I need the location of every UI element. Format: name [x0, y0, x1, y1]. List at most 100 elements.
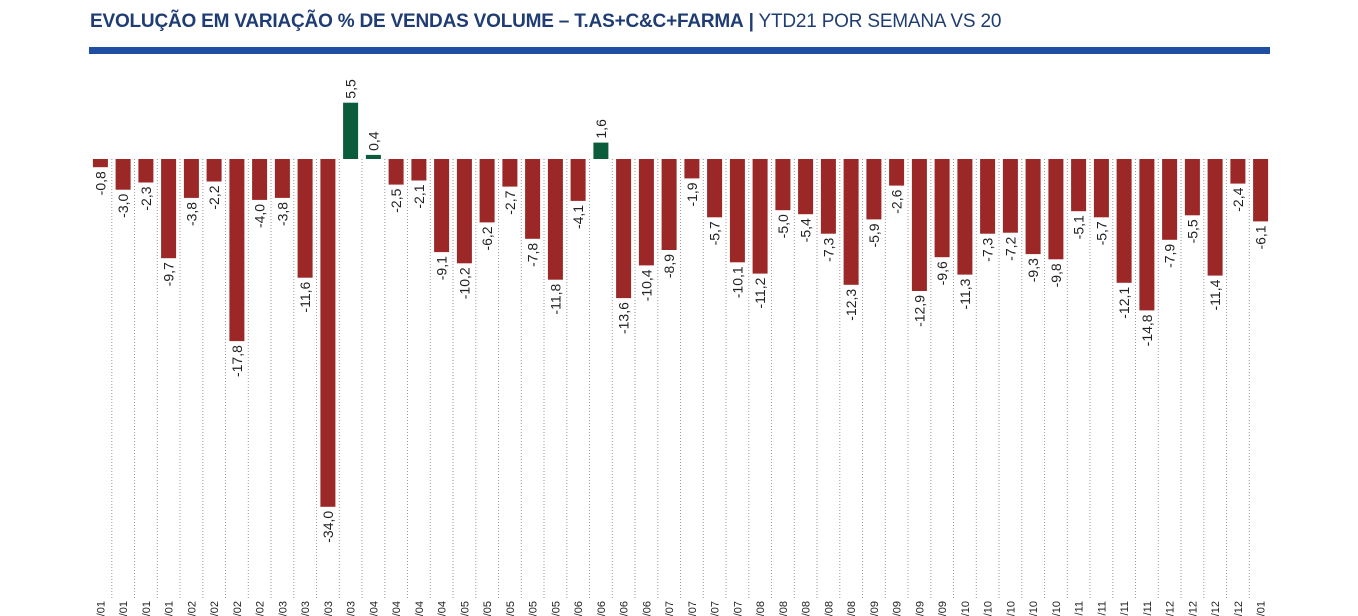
value-labels: -0,8 -3,0 -2,3 -9,7 -3,8 -2,2 -17,8 -4,0 -3,8 -11…: [92, 79, 1268, 543]
bar-13/06: [593, 142, 609, 159]
x-tick-label: 11/07: [687, 601, 699, 616]
x-tick-label: 14/11: [1096, 601, 1108, 616]
x-tick-label: 18/04: [414, 601, 426, 616]
x-tick-label: 03/10: [960, 601, 972, 616]
bar-11/07: [684, 159, 700, 179]
bar-07/03: [274, 159, 290, 198]
x-tick-label: 25/07: [732, 601, 744, 616]
x-tick-label: 08/08: [778, 601, 790, 616]
value-label: -7,3: [980, 237, 996, 261]
bar-16/05: [502, 159, 518, 187]
x-tick-label: 10/10: [983, 601, 995, 616]
x-tick-label: 12/12: [1187, 601, 1199, 616]
bar-21/03: [320, 159, 336, 507]
x-tick-label: 05/12: [1165, 601, 1177, 616]
bar-04/04: [365, 154, 381, 159]
value-label: -4,0: [252, 204, 268, 228]
x-tick-label: 27/06: [641, 601, 653, 616]
value-label: -10,4: [638, 269, 654, 301]
x-tick-label: 12/09: [892, 601, 904, 616]
x-tick-label: 24/10: [1028, 601, 1040, 616]
value-label: -9,7: [161, 262, 177, 286]
bar-05/09: [866, 159, 882, 220]
x-tick-label: 18/07: [710, 601, 722, 616]
x-tick-labels: 10/01 17/01 24/01 31/01 07/02 14/02 21/02 28/02…: [95, 601, 1267, 616]
value-label: -5,9: [866, 223, 882, 247]
value-label: -9,1: [434, 256, 450, 280]
value-label: -7,3: [820, 237, 836, 261]
x-tick-label: 11/04: [391, 601, 403, 616]
x-tick-label: 28/02: [255, 601, 267, 616]
value-label: -14,8: [1139, 314, 1155, 346]
value-label: -2,3: [138, 186, 154, 210]
bar-14/11: [1093, 159, 1109, 218]
value-label: -4,1: [570, 205, 586, 229]
bar-24/01: [138, 159, 154, 183]
bar-31/10: [1048, 159, 1064, 260]
bar-09/05: [479, 159, 495, 223]
bar-21/02: [229, 159, 245, 342]
value-label: -11,4: [1207, 279, 1223, 310]
bar-08/08: [775, 159, 791, 211]
value-label: -2,1: [411, 184, 427, 208]
x-tick-label: 16/05: [505, 601, 517, 616]
bars: [92, 102, 1269, 507]
bar-07/11: [1071, 159, 1087, 212]
x-tick-label: 01/08: [755, 601, 767, 616]
bar-28/11: [1139, 159, 1155, 311]
value-label: -10,2: [456, 267, 472, 299]
chart-subtitle: YTD21 POR SEMANA VS 20: [758, 11, 1002, 32]
value-label: -7,8: [525, 243, 541, 267]
x-tick-label: 30/05: [550, 601, 562, 616]
x-tick-label: 26/09: [937, 601, 949, 616]
value-label: -5,7: [707, 221, 723, 245]
value-label: -5,7: [1093, 221, 1109, 245]
value-label: 0,4: [365, 131, 381, 151]
chart-title-main: EVOLUÇÃO EM VARIAÇÃO % DE VENDAS VOLUME …: [90, 11, 744, 32]
chart-title: EVOLUÇÃO EM VARIAÇÃO % DE VENDAS VOLUME …: [90, 11, 1001, 33]
value-label: -2,2: [206, 185, 222, 209]
bar-18/04: [411, 159, 427, 181]
bar-07/02: [183, 159, 199, 198]
bar-14/02: [206, 159, 222, 182]
x-tick-label: 04/04: [368, 601, 380, 616]
value-label: -10,1: [729, 266, 745, 298]
bar-28/02: [252, 159, 268, 200]
value-label: -6,2: [479, 226, 495, 250]
x-tick-label: 02/01: [1256, 601, 1268, 616]
value-label: -7,9: [1162, 244, 1178, 268]
value-label: -1,9: [684, 182, 700, 206]
title-separator: |: [748, 11, 754, 32]
value-label: -5,0: [775, 214, 791, 238]
x-tick-label: 19/09: [914, 601, 926, 616]
value-label: -2,5: [388, 188, 404, 212]
x-tick-label: 21/02: [232, 601, 244, 616]
x-tick-label: 07/02: [186, 601, 198, 616]
value-label: -11,3: [957, 278, 973, 309]
x-tick-label: 31/10: [1051, 601, 1063, 616]
bar-23/05: [525, 159, 541, 239]
value-label: -12,3: [843, 289, 859, 321]
x-tick-label: 20/06: [619, 601, 631, 616]
bar-02/05: [456, 159, 472, 264]
value-label: -5,4: [798, 218, 814, 242]
value-label: 5,5: [343, 79, 359, 99]
bar-25/04: [434, 159, 450, 253]
x-tick-label: 31/01: [164, 601, 176, 616]
bar-03/10: [957, 159, 973, 275]
value-label: -0,8: [92, 171, 108, 195]
value-label: -6,1: [1253, 225, 1269, 249]
bar-21/11: [1116, 159, 1132, 283]
value-label: -11,2: [752, 277, 768, 308]
value-label: -12,1: [1116, 287, 1132, 319]
value-label: -9,6: [934, 261, 950, 285]
x-tick-label: 04/07: [664, 601, 676, 616]
bar-19/12: [1207, 159, 1223, 276]
x-tick-label: 28/11: [1142, 601, 1154, 616]
value-label: 1,6: [593, 119, 609, 139]
x-tick-label: 06/06: [573, 601, 585, 616]
value-label: -34,0: [320, 511, 336, 543]
bar-12/09: [889, 159, 905, 186]
bar-26/12: [1230, 159, 1246, 184]
